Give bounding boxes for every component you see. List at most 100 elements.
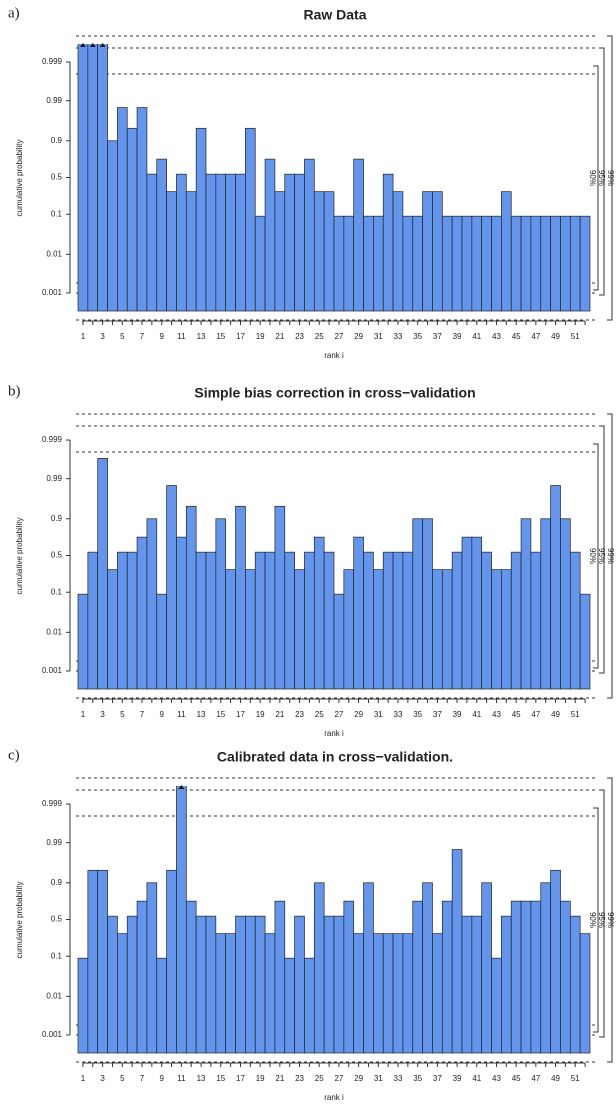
bar	[530, 551, 542, 690]
band-label: 95%	[597, 548, 606, 564]
bar	[304, 551, 315, 690]
bar	[274, 900, 286, 1054]
bar	[471, 215, 483, 312]
bar	[205, 551, 217, 690]
bar	[481, 215, 492, 312]
x-tick-label: 31	[374, 332, 383, 341]
bar	[117, 551, 128, 690]
x-tick-label: 13	[197, 332, 206, 341]
chart-title: Simple bias correction in cross−validati…	[194, 385, 475, 401]
bar	[471, 536, 483, 690]
bar	[166, 191, 177, 312]
x-tick-label: 15	[216, 332, 225, 341]
x-tick-label: 33	[394, 1074, 403, 1083]
y-tick-label: 0.1	[51, 951, 63, 960]
bar	[491, 215, 502, 312]
band-bracket	[607, 35, 613, 321]
bar	[560, 215, 571, 312]
bar	[491, 569, 502, 690]
band-bracket	[593, 807, 599, 1033]
bar	[333, 593, 345, 690]
bar	[569, 551, 581, 690]
bar	[284, 957, 295, 1054]
x-tick-label: 33	[394, 710, 403, 719]
y-tick-label: 0.1	[51, 209, 63, 218]
bar	[333, 215, 345, 312]
bar	[254, 551, 266, 690]
bar	[550, 485, 561, 690]
x-tick-label: 19	[256, 1074, 265, 1083]
bar	[235, 173, 246, 312]
x-tick-label: 43	[492, 710, 501, 719]
y-tick-label: 0.1	[51, 587, 63, 596]
x-tick-label: 19	[256, 710, 265, 719]
bar	[451, 849, 463, 1054]
x-tick-label: 35	[413, 710, 422, 719]
bar	[481, 551, 492, 690]
x-tick-label: 25	[315, 332, 324, 341]
x-tick-label: 41	[472, 332, 481, 341]
x-tick-label: 7	[140, 332, 145, 341]
x-tick-label: 15	[216, 1074, 225, 1083]
bar	[441, 569, 453, 690]
bar	[146, 518, 158, 690]
bar	[432, 191, 443, 312]
x-axis-title: rank i	[324, 351, 344, 360]
bar	[491, 957, 502, 1054]
bar	[215, 173, 227, 312]
bar	[166, 485, 177, 690]
bar	[304, 957, 315, 1054]
bar	[382, 551, 394, 690]
x-tick-label: 11	[177, 1074, 186, 1083]
x-tick-label: 1	[81, 710, 86, 719]
x-tick-label: 5	[120, 1074, 125, 1083]
bar	[87, 44, 99, 312]
x-tick-label: 51	[571, 1074, 580, 1083]
x-tick-label: 29	[354, 1074, 363, 1083]
y-tick-label: 0.99	[46, 96, 62, 105]
bar	[126, 127, 138, 312]
x-tick-label: 33	[394, 332, 403, 341]
bar	[422, 882, 433, 1054]
x-tick-label: 43	[492, 1074, 501, 1083]
band-label: 90%	[588, 912, 597, 928]
x-tick-label: 35	[413, 332, 422, 341]
x-tick-label: 1	[81, 1074, 86, 1083]
bar	[363, 215, 374, 312]
bar	[451, 551, 463, 690]
band-bracket	[607, 413, 613, 699]
bar	[461, 215, 473, 312]
bar	[451, 215, 463, 312]
panel-label: a)	[8, 5, 20, 21]
x-tick-label: 7	[140, 710, 145, 719]
x-tick-label: 3	[100, 332, 105, 341]
bar	[274, 505, 286, 690]
bar	[166, 869, 177, 1054]
bar	[343, 569, 355, 690]
band-label: 90%	[588, 548, 597, 564]
bar	[353, 933, 364, 1054]
band-label: 99%	[606, 548, 615, 564]
x-tick-label: 19	[256, 332, 265, 341]
x-tick-label: 1	[81, 332, 86, 341]
bar	[402, 215, 414, 312]
x-tick-label: 13	[197, 1074, 206, 1083]
bar	[373, 933, 384, 1054]
bar	[412, 900, 423, 1054]
bar	[235, 505, 246, 690]
bar	[540, 882, 551, 1054]
bar	[353, 536, 364, 690]
bar	[353, 158, 364, 312]
bar	[117, 107, 128, 312]
x-tick-label: 49	[551, 332, 560, 341]
x-tick-label: 3	[100, 710, 105, 719]
y-tick-label: 0.01	[46, 627, 62, 636]
bar	[510, 551, 522, 690]
bar	[284, 551, 295, 690]
bar	[176, 786, 187, 1054]
bar	[215, 933, 227, 1054]
bar	[412, 215, 423, 312]
x-tick-label: 13	[197, 710, 206, 719]
bar	[107, 140, 118, 312]
bar	[274, 191, 286, 312]
